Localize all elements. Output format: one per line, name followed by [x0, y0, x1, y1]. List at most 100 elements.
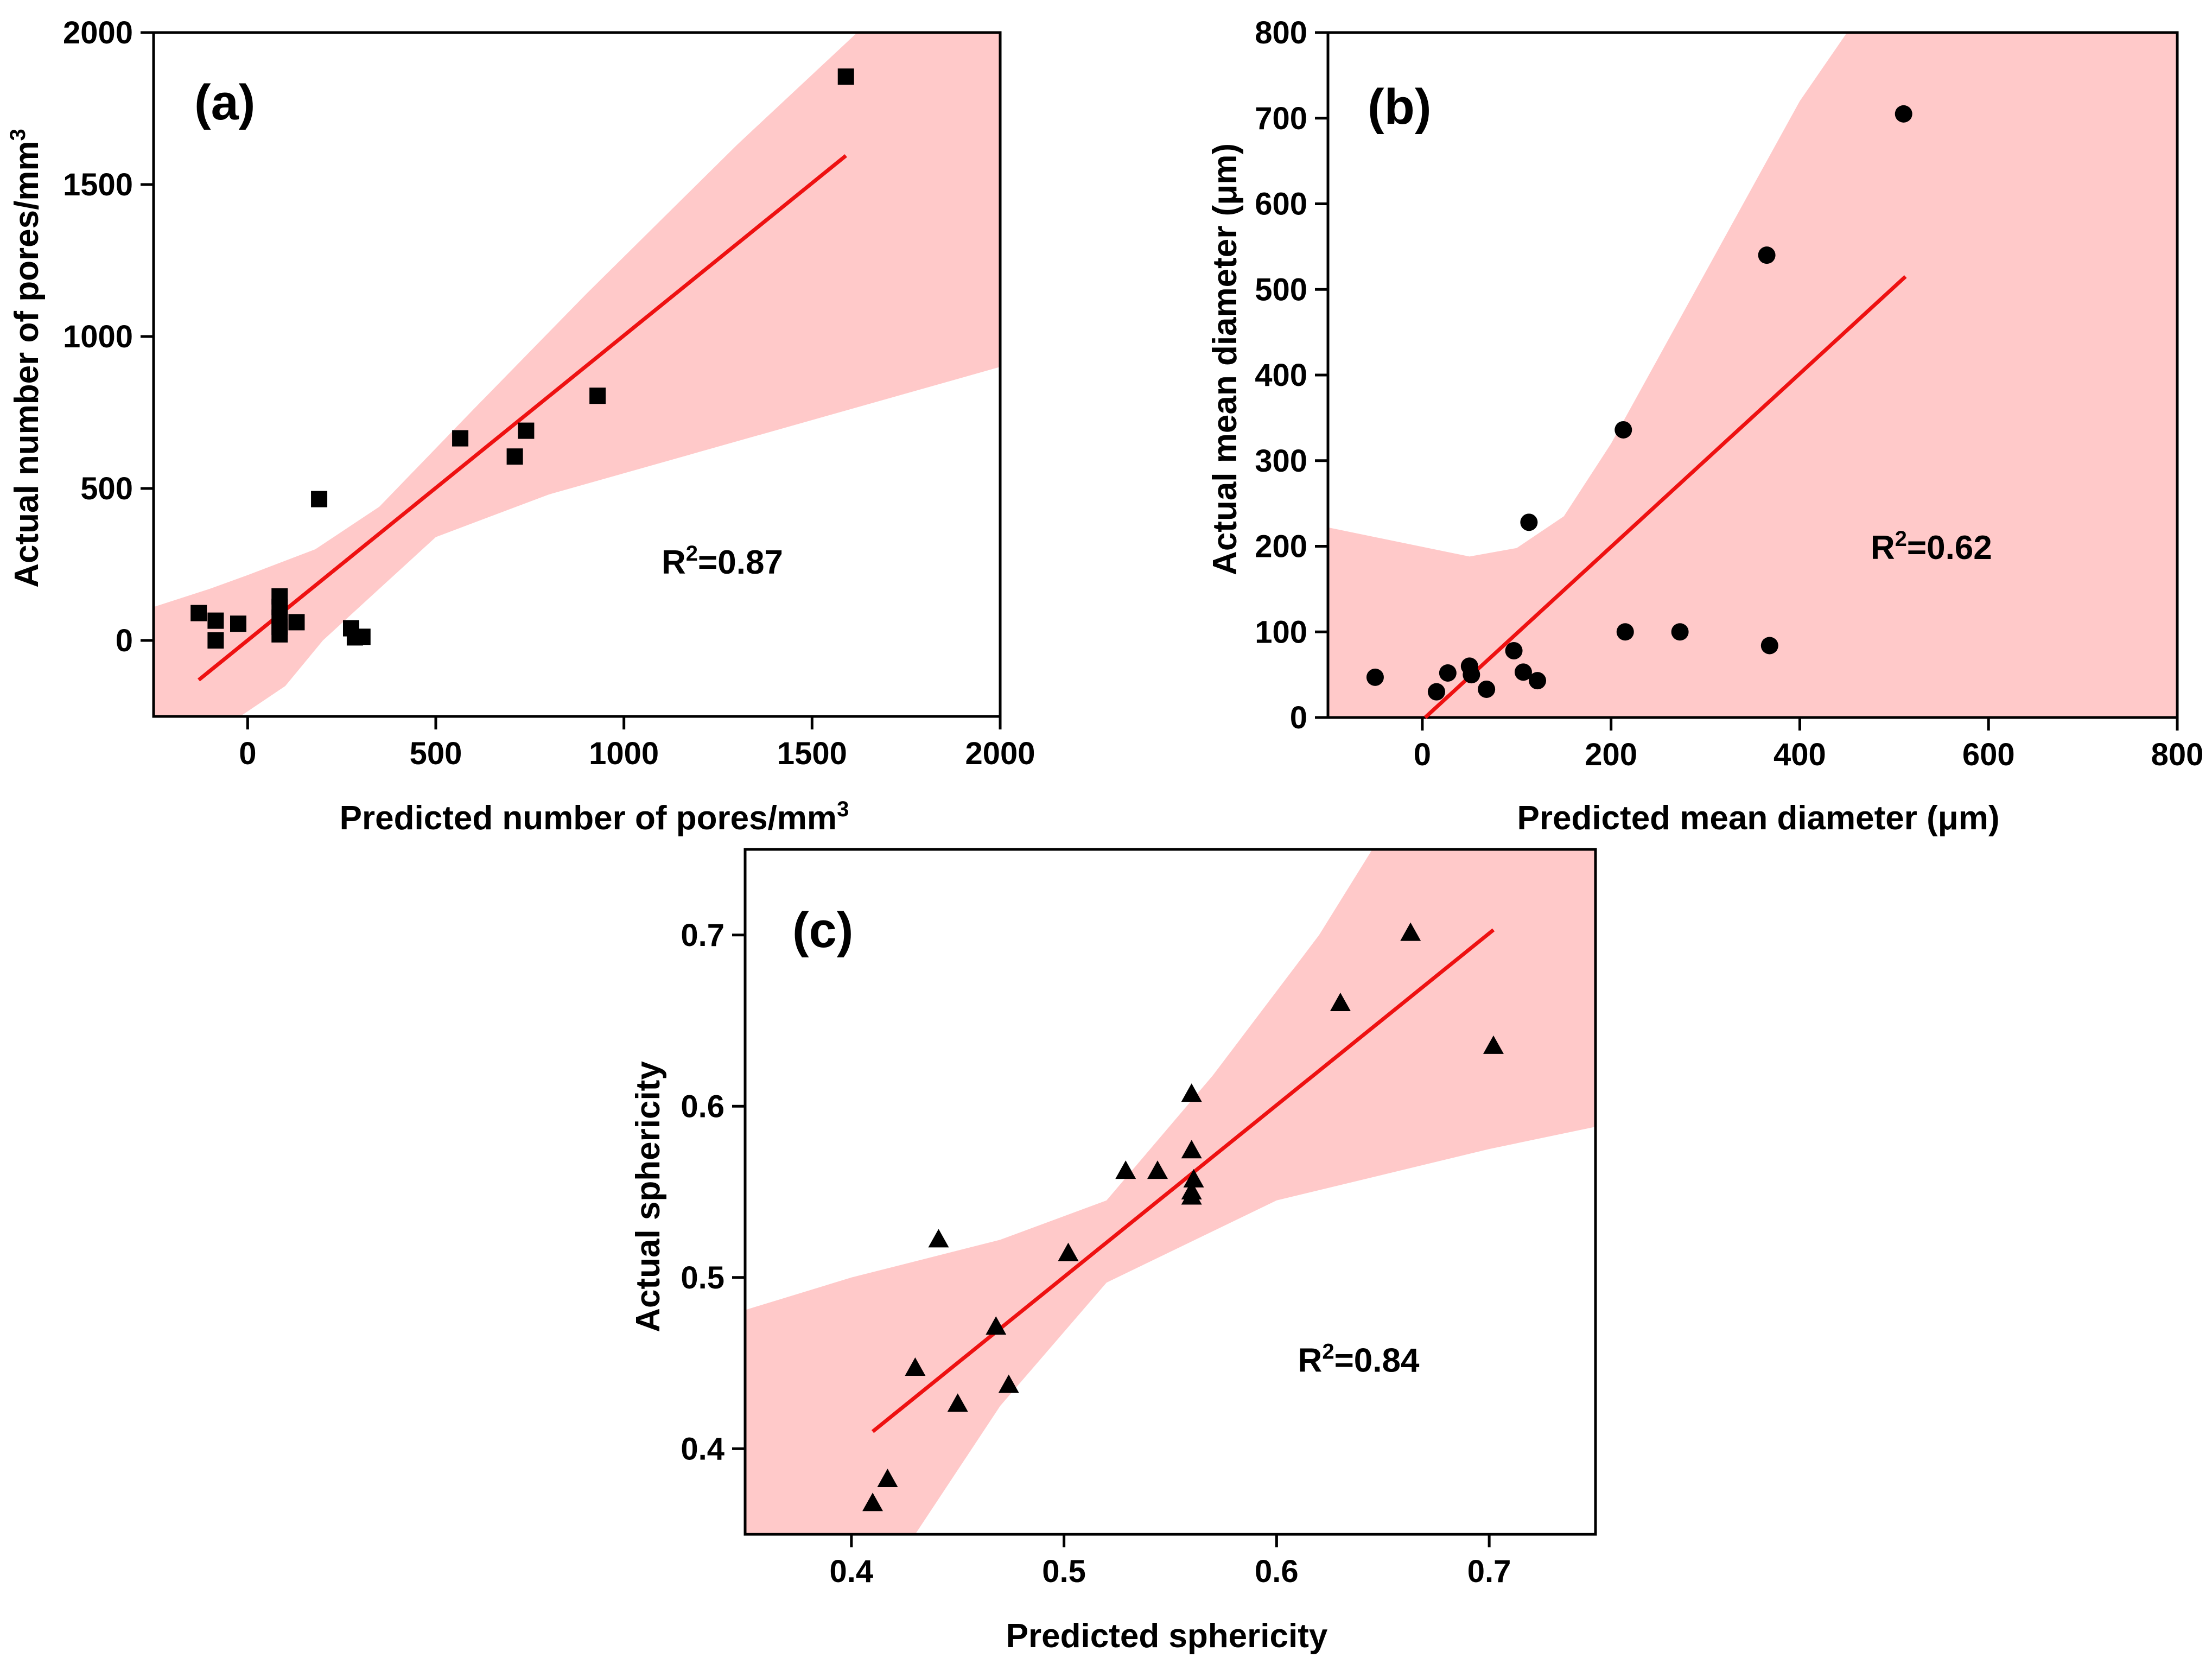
panel-c-data-point [1181, 1140, 1202, 1159]
panel-a-x-tick-label: 2000 [965, 736, 1035, 771]
panel-a-data-point [837, 68, 854, 85]
panel-b-y-axis-title: Actual mean diameter (μm) [1206, 143, 1244, 575]
panel-a-x-tick-label: 0 [239, 736, 256, 771]
panel-a-data-point [207, 632, 224, 649]
panel-b: 0 200 400 600 800 0 100 200 300 400 500 600 700 800 (… [1206, 15, 2203, 837]
panel-a-r2-sup: 2 [686, 542, 698, 566]
panel-a-xlabel-sup: 3 [837, 797, 849, 821]
panel-b-data-point [1529, 672, 1547, 690]
panel-b-data-point [1671, 623, 1689, 641]
panel-c-label: (c) [792, 903, 853, 958]
panel-b-r2-annotation: R2=0.62 [1871, 527, 1992, 567]
panel-c-y-tick-label: 0.4 [681, 1431, 724, 1466]
panel-b-fit-line [1423, 275, 1907, 719]
panel-a-r2-base: R [662, 544, 686, 581]
panel-c-x-tick-label: 0.6 [1255, 1554, 1299, 1589]
panel-c-data-point [1330, 992, 1351, 1011]
panel-b-x-tick-label: 800 [2151, 737, 2204, 772]
panel-c-x-axis-title: Predicted sphericity [1006, 1617, 1328, 1655]
panel-c: 0.4 0.5 0.6 0.7 0.4 0.5 0.6 0.7 (c) R2=0.84 Pre… [630, 848, 1597, 1655]
panel-b-data-point [1520, 513, 1538, 531]
panel-c-data-point [905, 1357, 926, 1376]
panel-c-data-point [1181, 1186, 1202, 1205]
panel-b-x-axis-title: Predicted mean diameter (μm) [1517, 799, 2000, 837]
panel-a-data-point [589, 388, 606, 404]
panel-a-data-point [230, 615, 246, 632]
panel-c-y-tick-label: 0.7 [681, 918, 724, 953]
panel-b-data-point [1427, 683, 1445, 701]
panel-a-data-point [207, 612, 224, 629]
panel-c-data-point [928, 1229, 949, 1248]
panel-a-ylabel-sup: 3 [6, 129, 30, 141]
panel-c-data-point [998, 1374, 1019, 1393]
panel-c-y-axis-title: Actual sphericity [630, 1061, 667, 1332]
panel-c-fit-line [871, 928, 1495, 1433]
panel-a: 0 500 1000 1500 2000 0 500 1000 1500 2000 (a) R2=… [6, 15, 1035, 837]
panel-a-data-point [271, 626, 288, 643]
panel-a-x-tick-label: 1000 [589, 736, 659, 771]
panel-c-data-point [1181, 1083, 1202, 1102]
panel-b-y-tick-label: 200 [1255, 529, 1307, 564]
panel-b-y-tick-label: 100 [1255, 614, 1307, 650]
panel-c-data-point [1115, 1160, 1136, 1179]
panel-c-data-point [1483, 1035, 1504, 1054]
panel-c-data-point [947, 1393, 968, 1412]
panel-a-data-point [190, 605, 207, 621]
panel-c-r2-base: R [1298, 1342, 1323, 1379]
panel-c-y-tick-label: 0.5 [681, 1260, 724, 1296]
panel-b-y-tick-label: 800 [1255, 15, 1307, 50]
panel-b-data-point [1614, 421, 1632, 439]
panel-a-y-tick-label: 0 [116, 623, 133, 658]
panel-a-x-tick-label: 500 [410, 736, 462, 771]
panel-c-data-point [1400, 922, 1421, 941]
panel-b-y-tick-label: 0 [1290, 700, 1307, 735]
panel-b-plot-area: 0 200 400 600 800 0 100 200 300 400 500 600 700 800 [1255, 15, 2203, 772]
panel-a-r2-annotation: R2=0.87 [662, 542, 783, 581]
panel-b-y-tick-label: 700 [1255, 101, 1307, 136]
panel-c-data-point [1147, 1160, 1168, 1179]
panel-c-x-tick-label: 0.4 [830, 1554, 874, 1589]
panel-a-y-tick-label: 1500 [63, 167, 133, 202]
panel-b-data-point [1760, 637, 1778, 655]
panel-c-frame [743, 848, 1597, 1536]
panel-c-r2-value: =0.84 [1334, 1342, 1420, 1379]
panel-a-y-tick-label: 1000 [63, 319, 133, 354]
panel-a-y-tick-label: 500 [80, 471, 133, 506]
panel-a-frame [152, 31, 1002, 718]
panel-b-data-point [1758, 246, 1776, 264]
panel-b-data-point [1478, 680, 1496, 698]
panel-a-data-point [518, 422, 535, 439]
panel-b-data-point [1895, 105, 1912, 123]
panel-c-data-point [877, 1469, 898, 1488]
panel-a-data-point [354, 628, 371, 645]
panel-b-data-point [1505, 642, 1523, 659]
panel-c-data-point [986, 1316, 1007, 1335]
panel-b-data-point [1463, 666, 1480, 684]
panel-a-plot-area: 0 500 1000 1500 2000 0 500 1000 1500 2000 [63, 15, 1035, 771]
panel-b-r2-sup: 2 [1895, 527, 1907, 551]
panel-b-y-tick-label: 600 [1255, 187, 1307, 222]
panel-b-x-tick-label: 400 [1774, 737, 1826, 772]
panel-b-y-tick-label: 400 [1255, 358, 1307, 393]
panel-b-data-point [1514, 663, 1532, 681]
panel-c-x-tick-label: 0.7 [1467, 1554, 1511, 1589]
panel-a-fit-line [197, 154, 847, 682]
panel-a-r2-value: =0.87 [698, 544, 783, 581]
panel-a-xlabel-text: Predicted number of pores/mm [340, 799, 837, 837]
panel-a-ylabel-text: Actual number of pores/mm [8, 141, 46, 587]
panel-b-confidence-band [1328, 33, 2177, 717]
panel-a-y-axis-title: Actual number of pores/mm3 [6, 129, 46, 588]
panel-a-data-point [288, 614, 305, 631]
panel-b-r2-base: R [1871, 529, 1895, 567]
panel-b-r2-value: =0.62 [1907, 529, 1992, 567]
panel-a-data-point [311, 491, 328, 507]
panel-a-y-tick-label: 2000 [63, 15, 133, 50]
panel-c-data-point [1183, 1169, 1204, 1188]
panel-b-y-tick-label: 500 [1255, 272, 1307, 307]
panel-a-label: (a) [194, 75, 255, 130]
panel-c-x-tick-label: 0.5 [1042, 1554, 1086, 1589]
panel-b-data-point [1439, 664, 1457, 682]
panel-a-data-point [452, 430, 469, 447]
panel-a-data-point [506, 448, 523, 465]
